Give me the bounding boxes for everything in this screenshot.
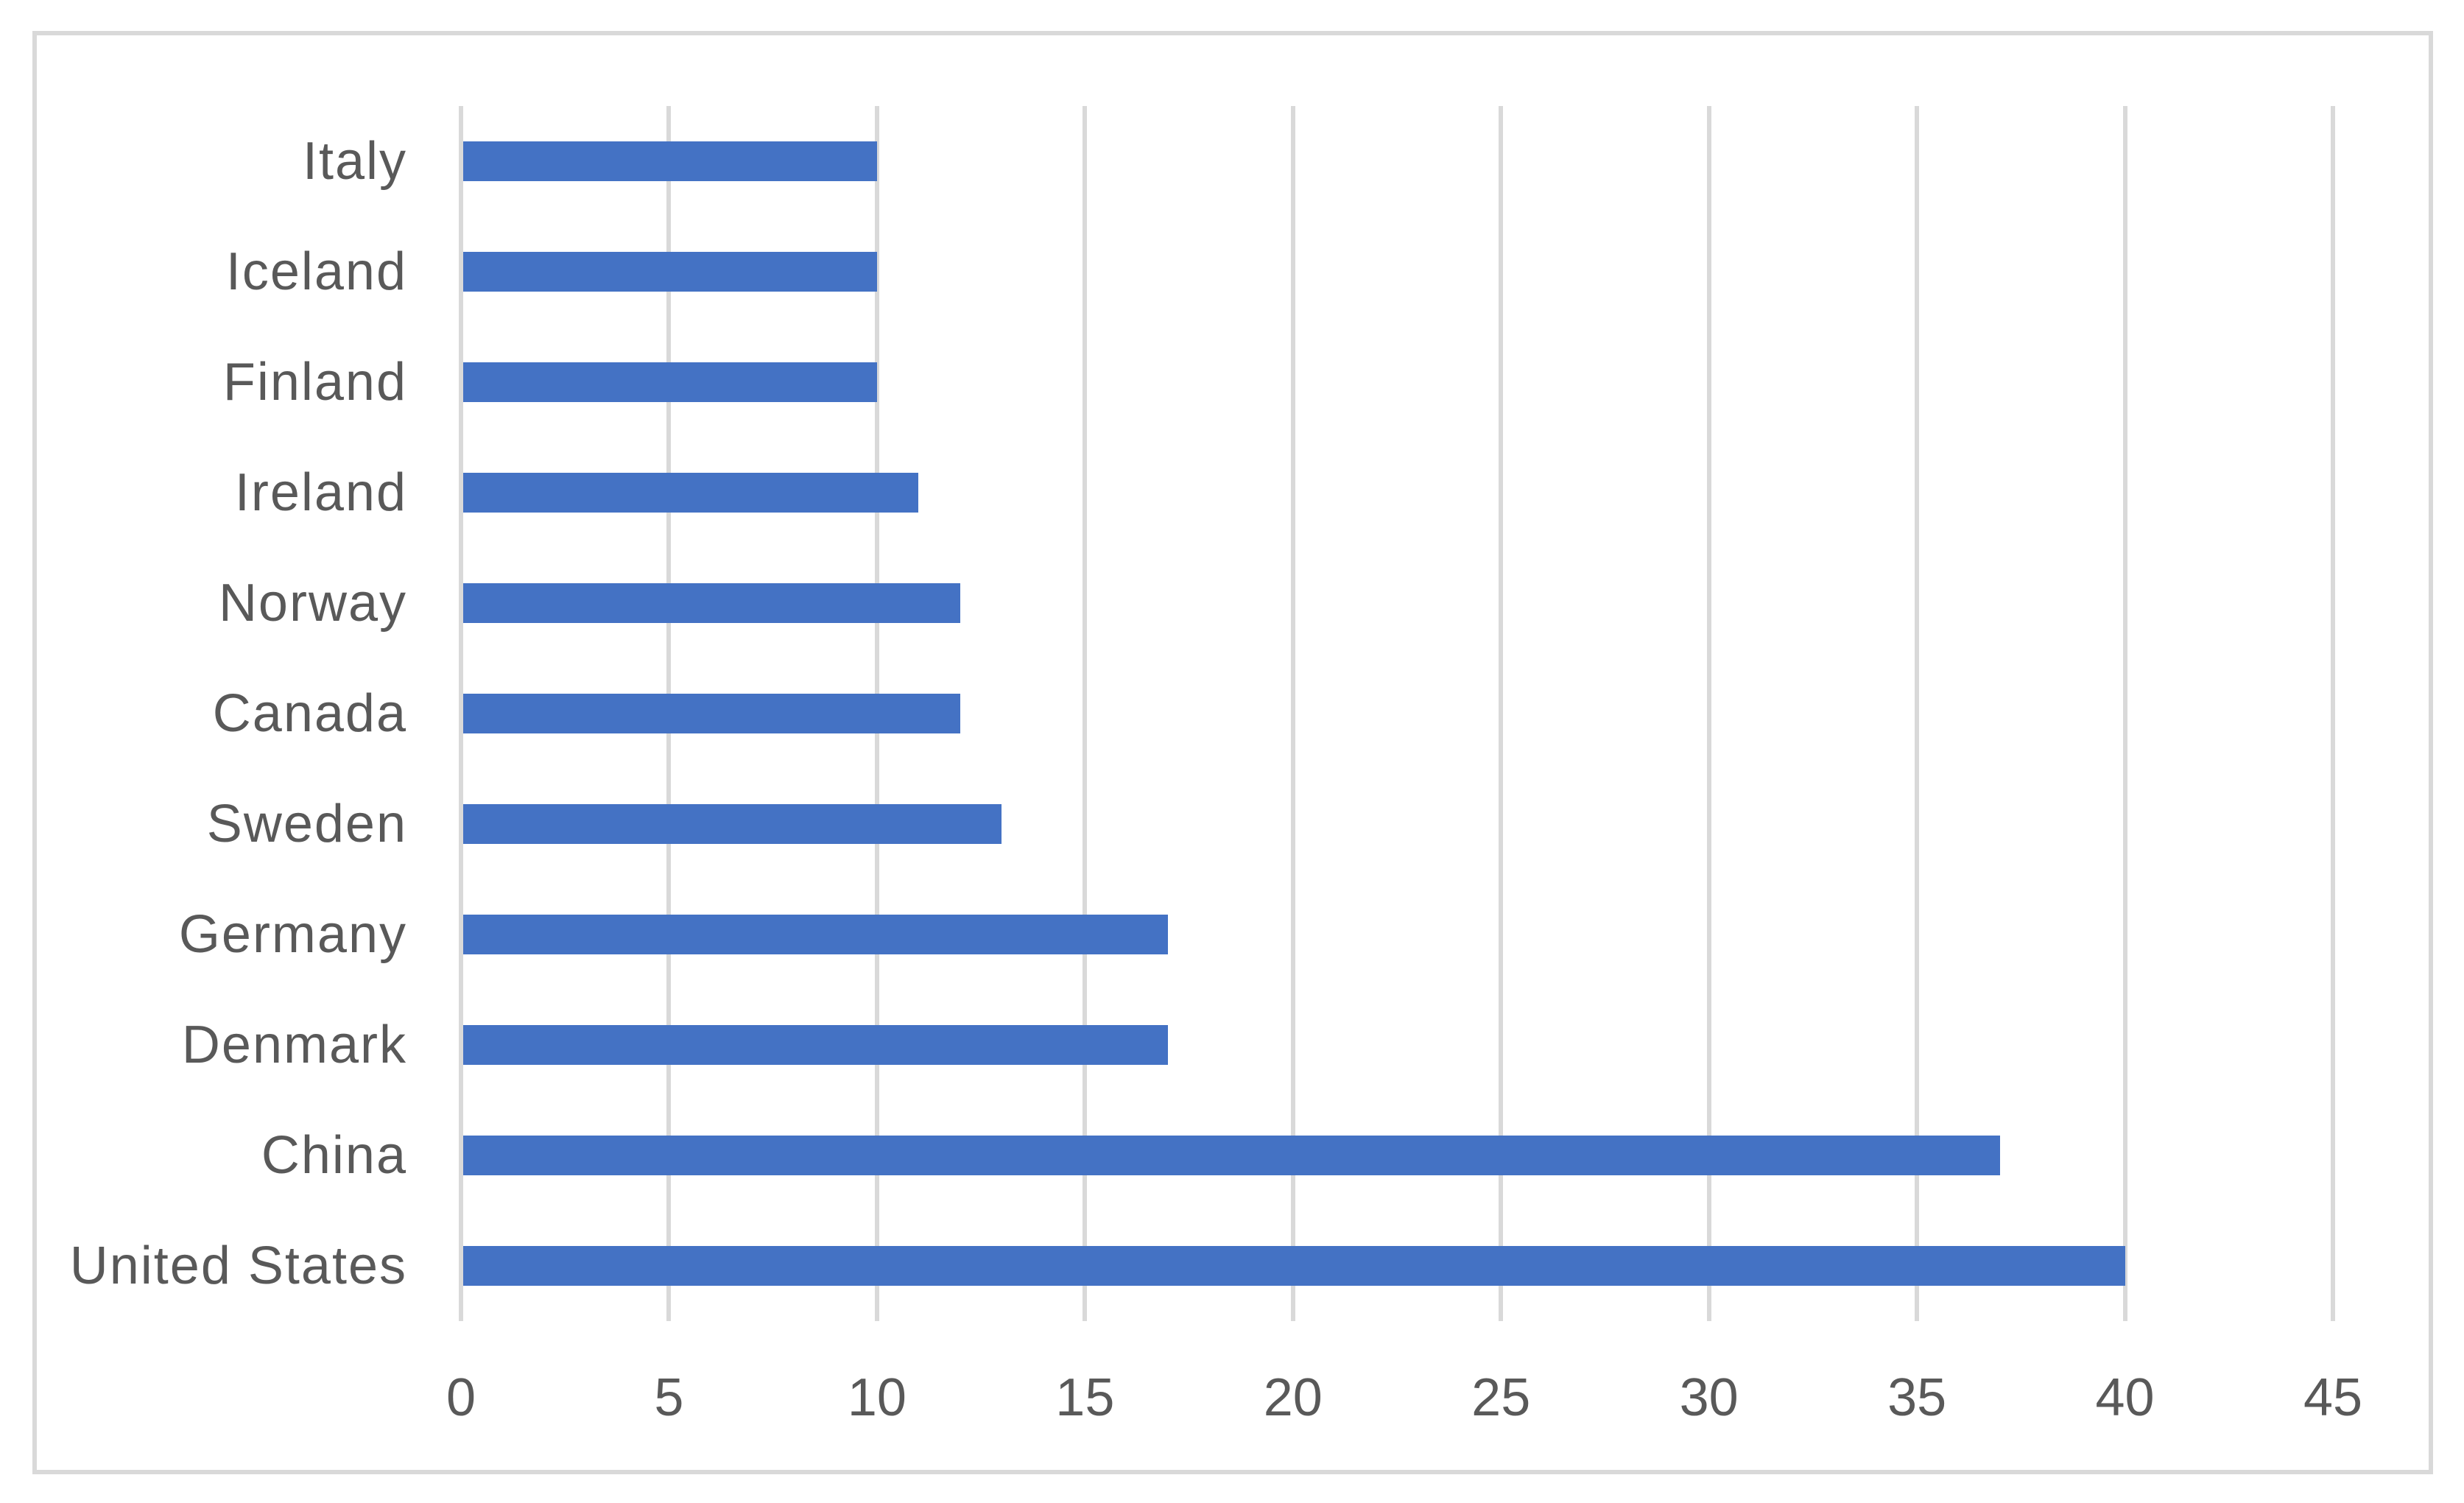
bar-canada [463,694,960,733]
category-label-united-states: United States [69,1236,407,1295]
x-tick-label-15: 15 [1055,1368,1115,1427]
category-label-italy: Italy [302,132,407,191]
bar-china [463,1136,2001,1175]
x-tick-label-25: 25 [1471,1368,1531,1427]
category-label-china: China [261,1126,407,1185]
gridline-20 [1290,106,1295,1321]
category-label-finland: Finland [222,353,407,412]
category-label-iceland: Iceland [225,242,407,301]
x-tick-label-45: 45 [2303,1368,2363,1427]
gridline-40 [2122,106,2127,1321]
gridline-25 [1499,106,1504,1321]
category-label-canada: Canada [212,684,407,743]
bar-germany [463,915,1169,954]
bar-united-states [463,1246,2125,1286]
bar-ireland [463,473,919,513]
x-tick-label-5: 5 [654,1368,684,1427]
category-label-germany: Germany [178,905,407,964]
bar-italy [463,141,877,181]
category-label-ireland: Ireland [234,463,407,522]
bar-finland [463,362,877,402]
x-tick-label-0: 0 [446,1368,476,1427]
x-tick-label-40: 40 [2095,1368,2155,1427]
gridline-45 [2331,106,2335,1321]
x-tick-label-35: 35 [1887,1368,1947,1427]
gridline-35 [1915,106,1920,1321]
x-tick-label-30: 30 [1679,1368,1739,1427]
bar-sweden [463,804,1002,844]
bar-norway [463,583,960,623]
bar-iceland [463,252,877,292]
bar-denmark [463,1025,1169,1065]
gridline-30 [1706,106,1711,1321]
x-tick-label-10: 10 [847,1368,907,1427]
category-label-denmark: Denmark [181,1016,407,1074]
x-tick-label-20: 20 [1263,1368,1323,1427]
gridline-0 [459,106,463,1321]
category-label-norway: Norway [218,574,407,633]
gridline-15 [1083,106,1088,1321]
category-label-sweden: Sweden [206,795,407,853]
chart-frame [32,31,2433,1474]
